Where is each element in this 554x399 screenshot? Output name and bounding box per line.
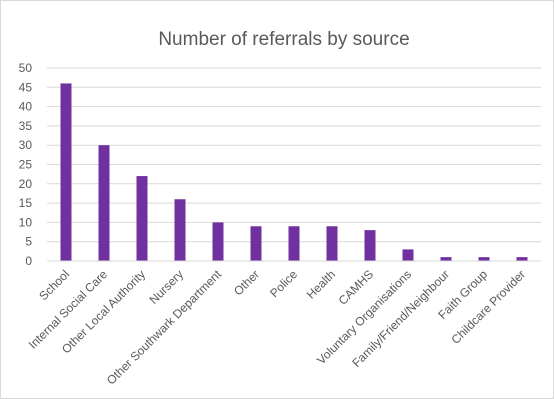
gridlines xyxy=(47,67,541,243)
y-tick-label: 50 xyxy=(19,61,33,75)
x-category-label: School xyxy=(36,267,72,303)
bar-camhs xyxy=(364,230,376,261)
bar-childcare-provider xyxy=(516,257,528,261)
y-tick-label: 40 xyxy=(19,100,33,114)
x-category-label: Health xyxy=(304,267,338,301)
y-tick-label: 5 xyxy=(25,235,32,249)
x-category-label: Childcare Provider xyxy=(448,267,528,347)
bar-school xyxy=(60,83,72,261)
bar-health xyxy=(326,226,338,261)
y-axis-tick-labels: 0 5 10 15 20 25 30 35 40 45 50 xyxy=(19,61,33,268)
bar-police xyxy=(288,226,300,261)
bar-other-southwark-department xyxy=(212,222,224,261)
bar-other-local-authority xyxy=(136,176,148,261)
y-tick-label: 45 xyxy=(19,80,33,94)
x-category-label: Other xyxy=(231,267,262,298)
bar-voluntary-organisations xyxy=(402,249,414,261)
bar-faith-group xyxy=(478,257,490,261)
x-category-label: Police xyxy=(267,267,300,300)
y-tick-label: 25 xyxy=(19,158,33,172)
y-tick-label: 0 xyxy=(25,254,32,268)
y-tick-label: 20 xyxy=(19,177,33,191)
y-tick-label: 30 xyxy=(19,138,33,152)
y-tick-label: 10 xyxy=(19,215,33,229)
bar-nursery xyxy=(174,199,186,261)
chart-title: Number of referrals by source xyxy=(158,29,409,50)
y-tick-label: 15 xyxy=(19,196,33,210)
bar-internal-social-care xyxy=(98,145,110,261)
bar-other xyxy=(250,226,262,261)
bar-family-friend-neighbour xyxy=(440,257,452,261)
y-tick-label: 35 xyxy=(19,119,33,133)
bars xyxy=(60,83,528,261)
